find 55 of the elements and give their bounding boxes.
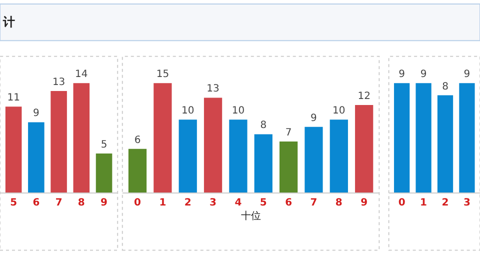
x-tick-label: 8 (335, 198, 342, 209)
bar (96, 154, 112, 193)
bar (128, 148, 147, 193)
x-tick-label: 2 (184, 198, 192, 209)
data-label: 13 (52, 76, 66, 88)
chart-title: 计 (2, 15, 15, 29)
data-label: 13 (206, 84, 220, 95)
bar (50, 90, 67, 193)
bar (355, 105, 374, 193)
bar (254, 134, 272, 193)
data-label: 14 (75, 69, 88, 80)
data-label: 9 (33, 108, 40, 120)
bar (330, 120, 348, 193)
x-tick-label: 5 (10, 198, 18, 209)
x-tick-label: 1 (159, 198, 166, 209)
x-tick-label: 4 (234, 198, 242, 209)
bar (178, 120, 197, 193)
x-tick-label: 7 (55, 198, 62, 209)
x-tick-label: 5 (260, 198, 267, 209)
data-label: 8 (442, 81, 448, 92)
bar (229, 120, 248, 193)
data-label: 10 (181, 106, 194, 117)
data-label: 9 (310, 112, 317, 124)
data-label: 12 (358, 91, 370, 102)
x-axis-title: 十位 (240, 210, 261, 222)
bar (154, 83, 172, 193)
data-label: 9 (398, 69, 406, 80)
x-tick-label: 3 (210, 198, 217, 209)
bar (5, 106, 22, 193)
data-label: 9 (420, 69, 427, 80)
bar (28, 122, 44, 193)
x-tick-label: 0 (134, 198, 142, 209)
data-label: 8 (260, 120, 267, 132)
data-label: 9 (464, 69, 470, 80)
x-tick-label: 2 (442, 198, 449, 209)
x-tick-label: 9 (360, 198, 368, 209)
x-tick-label: 7 (310, 198, 318, 209)
x-tick-label: 8 (78, 198, 85, 209)
data-label: 6 (134, 134, 141, 146)
data-label: 11 (7, 92, 20, 104)
data-label: 7 (285, 128, 292, 139)
data-label: 10 (332, 106, 346, 117)
bar (304, 126, 323, 193)
x-tick-label: 1 (420, 198, 428, 209)
bar (280, 142, 298, 193)
bar (204, 98, 222, 193)
x-tick-label: 0 (398, 198, 406, 209)
data-label: 15 (156, 69, 170, 80)
data-label: 5 (100, 140, 108, 151)
x-tick-label: 6 (285, 198, 292, 209)
x-tick-label: 9 (100, 198, 108, 209)
x-tick-label: 3 (463, 198, 470, 209)
data-label: 10 (232, 106, 245, 117)
bar (73, 83, 90, 193)
x-tick-label: 6 (32, 198, 40, 209)
